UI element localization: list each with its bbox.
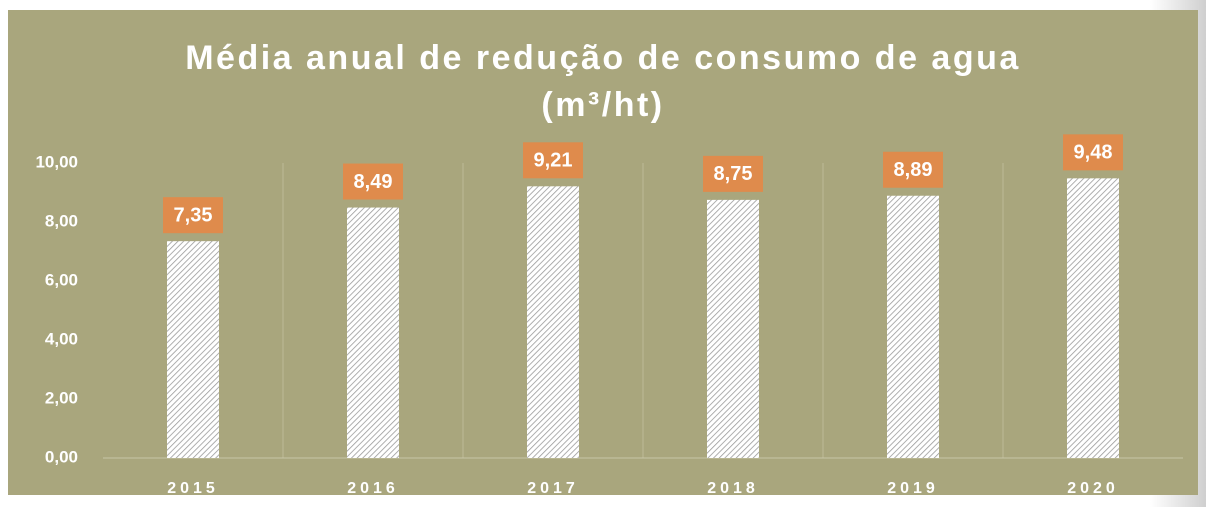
y-tick-label: 6,00 — [45, 270, 78, 289]
bar — [527, 186, 579, 458]
x-tick-label: 2017 — [527, 480, 579, 497]
bar — [887, 195, 939, 458]
value-label: 8,89 — [894, 159, 933, 181]
value-label-box — [883, 151, 943, 188]
value-label-box — [523, 142, 583, 179]
bar — [1067, 178, 1119, 458]
chart-title: Média anual de redução de consumo de agu… — [185, 39, 1021, 77]
bar — [167, 241, 219, 458]
value-label: 8,49 — [354, 171, 393, 193]
y-tick-label: 4,00 — [45, 329, 78, 348]
value-label: 9,21 — [534, 150, 573, 172]
value-label: 8,75 — [714, 163, 753, 185]
value-label-box — [163, 197, 223, 234]
value-label: 9,48 — [1074, 142, 1113, 164]
value-label: 7,35 — [174, 204, 213, 226]
x-tick-label: 2019 — [887, 480, 939, 497]
y-tick-label: 10,00 — [35, 152, 78, 171]
chart-title: (m³/ht) — [541, 86, 664, 124]
bar — [347, 207, 399, 458]
y-tick-label: 8,00 — [45, 211, 78, 230]
y-tick-label: 0,00 — [45, 447, 78, 466]
value-label-box — [1063, 134, 1123, 171]
x-tick-label: 2015 — [167, 480, 219, 497]
x-tick-label: 2016 — [347, 480, 399, 497]
value-label-box — [703, 155, 763, 192]
x-tick-label: 2020 — [1067, 480, 1119, 497]
y-tick-label: 2,00 — [45, 388, 78, 407]
value-label-box — [343, 163, 403, 200]
bar — [707, 199, 759, 458]
x-tick-label: 2018 — [707, 480, 759, 497]
